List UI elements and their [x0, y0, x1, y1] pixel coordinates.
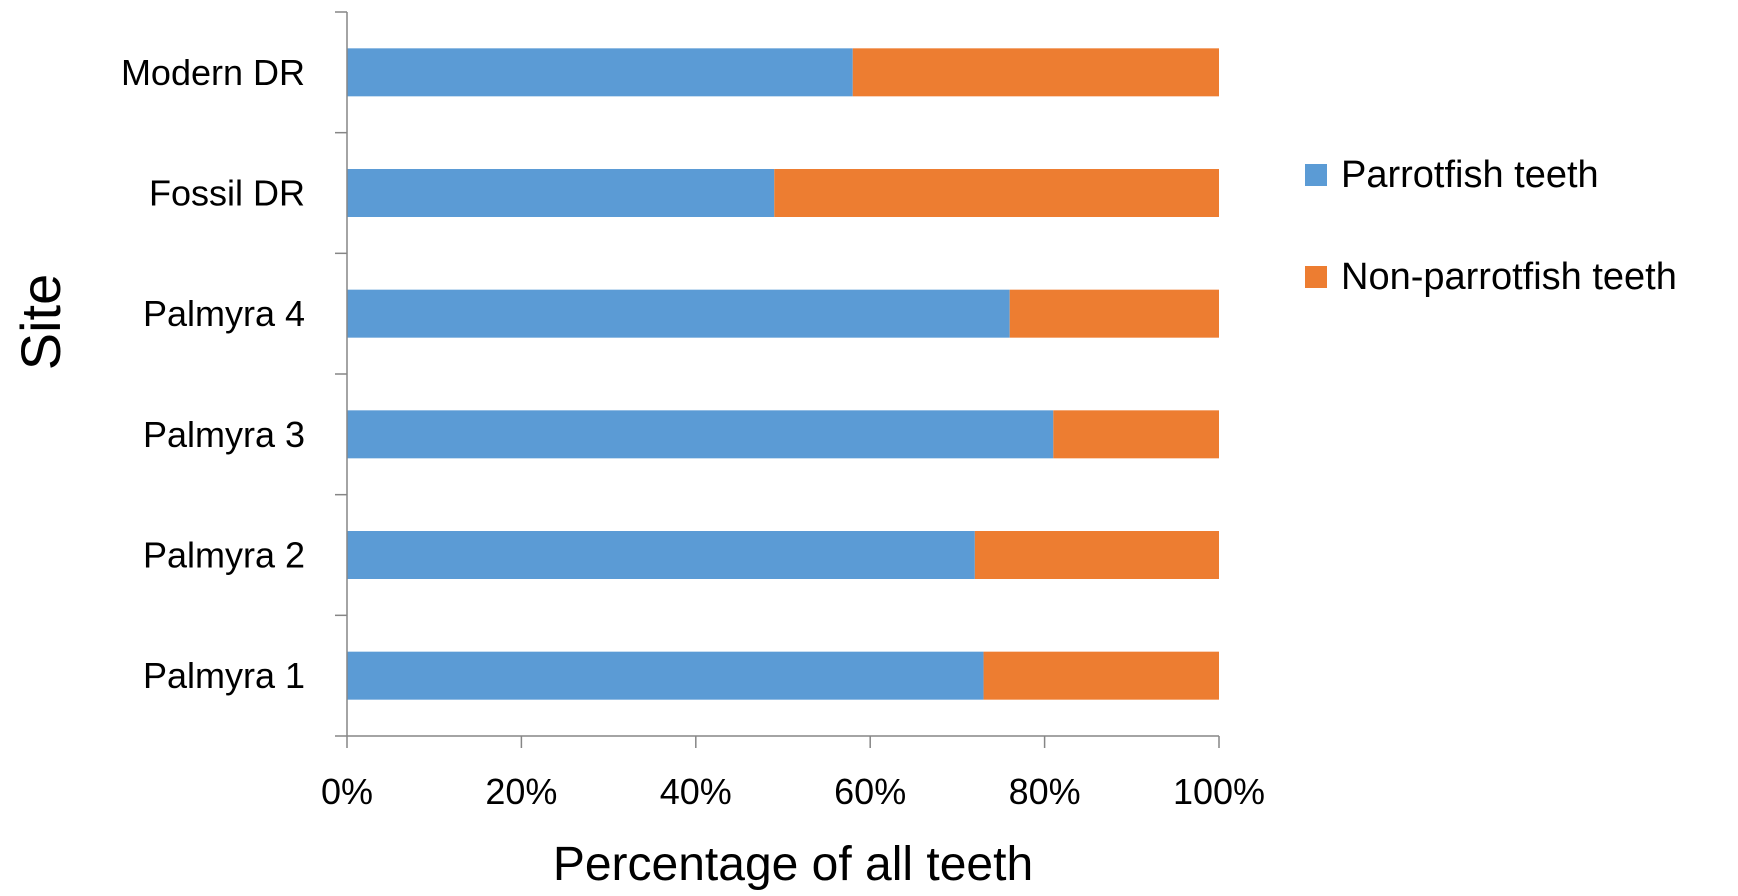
x-tick-label: 40%	[660, 771, 732, 812]
bar-segment-non-parrotfish-modern-dr	[852, 48, 1219, 97]
x-tick-label: 100%	[1173, 771, 1265, 812]
bar-segment-non-parrotfish-palmyra-4	[1009, 289, 1219, 338]
legend-swatch	[1305, 164, 1327, 186]
bar-segment-non-parrotfish-palmyra-3	[1053, 410, 1219, 459]
y-tick-label: Palmyra 1	[143, 655, 305, 696]
bars-layer	[347, 48, 1219, 700]
x-tick-label: 20%	[485, 771, 557, 812]
bar-segment-parrotfish-fossil-dr	[347, 169, 775, 217]
x-tick-label: 80%	[1009, 771, 1081, 812]
bar-segment-parrotfish-palmyra-4	[347, 289, 1010, 338]
bar-segment-parrotfish-palmyra-1	[347, 651, 984, 700]
axes-layer	[346, 12, 1219, 737]
y-axis-title: Site	[9, 274, 72, 371]
bar-segment-parrotfish-modern-dr	[347, 48, 853, 97]
x-tick-label: 0%	[321, 771, 373, 812]
labels-layer: Percentage of all teeth Site Palmyra 1 Pa…	[9, 52, 1265, 891]
legend: Parrotfish teeth Non-parrotfish teeth	[1305, 154, 1677, 298]
legend-swatch	[1305, 266, 1327, 288]
x-tick-label: 60%	[834, 771, 906, 812]
y-tick-label: Palmyra 2	[143, 535, 305, 576]
bar-segment-non-parrotfish-palmyra-1	[983, 651, 1219, 700]
bar-segment-parrotfish-palmyra-2	[347, 531, 975, 579]
bar-segment-non-parrotfish-fossil-dr	[774, 169, 1219, 217]
y-tick-label: Palmyra 3	[143, 414, 305, 455]
y-tick-label: Palmyra 4	[143, 293, 305, 334]
legend-label: Non-parrotfish teeth	[1341, 256, 1677, 298]
y-tick-label: Modern DR	[121, 52, 305, 93]
legend-label: Parrotfish teeth	[1341, 154, 1599, 196]
x-axis-title: Percentage of all teeth	[553, 838, 1033, 891]
ticks-layer	[335, 11, 1220, 748]
bar-segment-parrotfish-palmyra-3	[347, 410, 1054, 459]
bar-segment-non-parrotfish-palmyra-2	[974, 531, 1219, 579]
y-tick-label: Fossil DR	[149, 173, 305, 214]
